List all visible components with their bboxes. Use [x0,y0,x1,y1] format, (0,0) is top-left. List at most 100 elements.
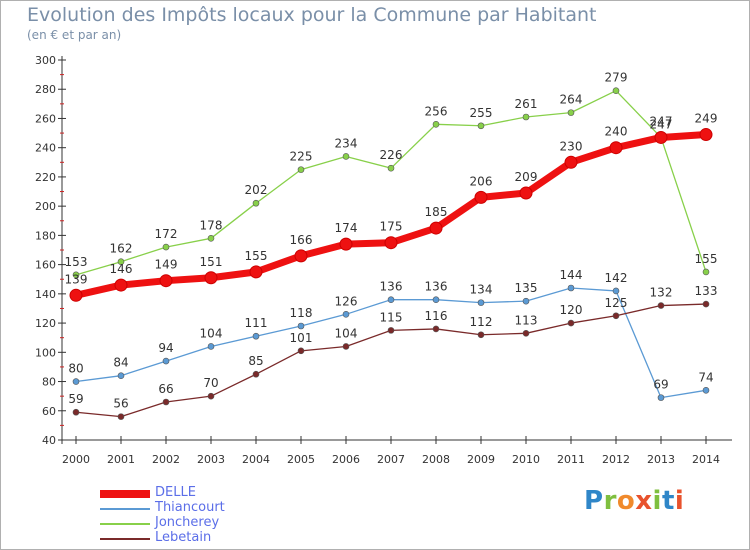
data-label: 264 [560,93,583,107]
x-tick-label: 2004 [242,453,270,466]
data-point [612,87,620,94]
data-point [522,297,530,305]
data-point [72,408,80,416]
y-tick-label: 120 [35,317,56,330]
legend-swatch [100,523,150,525]
logo-letter: i [652,486,662,516]
data-point [474,190,488,204]
data-point [207,235,215,242]
data-point [657,394,665,401]
chart-title: Evolution des Impôts locaux pour la Comm… [27,4,597,26]
data-point [387,296,395,303]
data-point [117,258,125,265]
data-point [432,121,440,128]
data-point [297,322,305,330]
data-point [162,398,170,406]
logo-letter: t [661,486,675,516]
y-tick-label: 280 [35,83,56,96]
y-tick-label: 240 [35,142,56,155]
data-point [297,347,305,355]
data-label: 139 [65,272,88,286]
data-point [609,141,623,155]
data-point [339,237,353,251]
data-label: 112 [470,315,493,329]
data-label: 126 [335,294,358,308]
data-label: 151 [200,255,223,269]
logo-letter: r [603,486,617,516]
data-point [654,130,668,144]
proxiti-logo: Proxiti [584,486,684,516]
data-point [162,243,170,251]
data-label: 155 [245,249,268,263]
data-label: 136 [425,280,448,294]
data-label: 85 [248,354,263,368]
data-point [72,378,80,385]
x-tick-label: 2011 [557,453,585,466]
data-label: 185 [425,205,448,219]
data-label: 118 [290,306,313,320]
y-tick-label: 40 [42,434,56,447]
data-label: 279 [605,71,628,85]
data-point [252,370,260,378]
data-label: 209 [515,170,538,184]
data-point [387,327,395,334]
data-point [432,296,440,303]
data-point [207,392,215,400]
data-label: 255 [470,106,493,120]
data-point [207,343,215,350]
data-label: 136 [380,280,403,294]
x-tick-label: 2013 [647,453,675,466]
data-label: 247 [650,117,673,131]
data-point [702,387,710,394]
data-point [519,186,533,200]
data-label: 202 [245,183,268,197]
data-point [522,330,530,337]
legend-label: Lebetain [155,530,212,545]
data-label: 69 [653,378,668,392]
data-label: 249 [695,112,718,126]
data-label: 144 [560,268,583,282]
y-tick-label: 80 [42,376,56,389]
y-tick-label: 100 [35,346,56,359]
data-point [522,113,530,121]
logo-letter: i [674,486,685,516]
data-point [342,311,350,318]
logo-letter: x [635,486,653,516]
data-point [387,164,395,172]
data-point [564,155,578,169]
data-point [72,271,80,279]
data-point [699,128,713,142]
data-label: 178 [200,218,223,232]
data-label: 247 [650,114,673,128]
data-label: 230 [560,139,583,153]
data-label: 256 [425,104,448,118]
data-point [612,312,620,320]
y-tick-label: 300 [35,54,56,67]
data-label: 70 [203,376,218,390]
x-tick-label: 2007 [377,453,405,466]
data-label: 120 [560,303,583,317]
data-point [657,302,665,309]
legend-label: DELLE [155,485,196,500]
data-point [204,271,218,285]
data-point [477,122,485,130]
x-tick-label: 2003 [197,453,225,466]
data-label: 116 [425,309,448,323]
data-label: 133 [695,284,718,298]
x-tick-label: 2010 [512,453,540,466]
x-tick-label: 2000 [62,453,90,466]
x-tick-label: 2005 [287,453,315,466]
data-label: 125 [605,296,628,310]
data-label: 166 [290,233,313,247]
data-point [114,278,128,292]
data-point [342,343,350,350]
data-label: 134 [470,283,493,297]
data-label: 101 [290,331,313,345]
data-point [384,236,398,250]
data-point [294,249,308,263]
data-label: 234 [335,136,358,150]
data-label: 111 [245,316,268,330]
data-label: 206 [470,174,493,188]
y-tick-label: 180 [35,229,56,242]
data-label: 172 [155,227,178,241]
